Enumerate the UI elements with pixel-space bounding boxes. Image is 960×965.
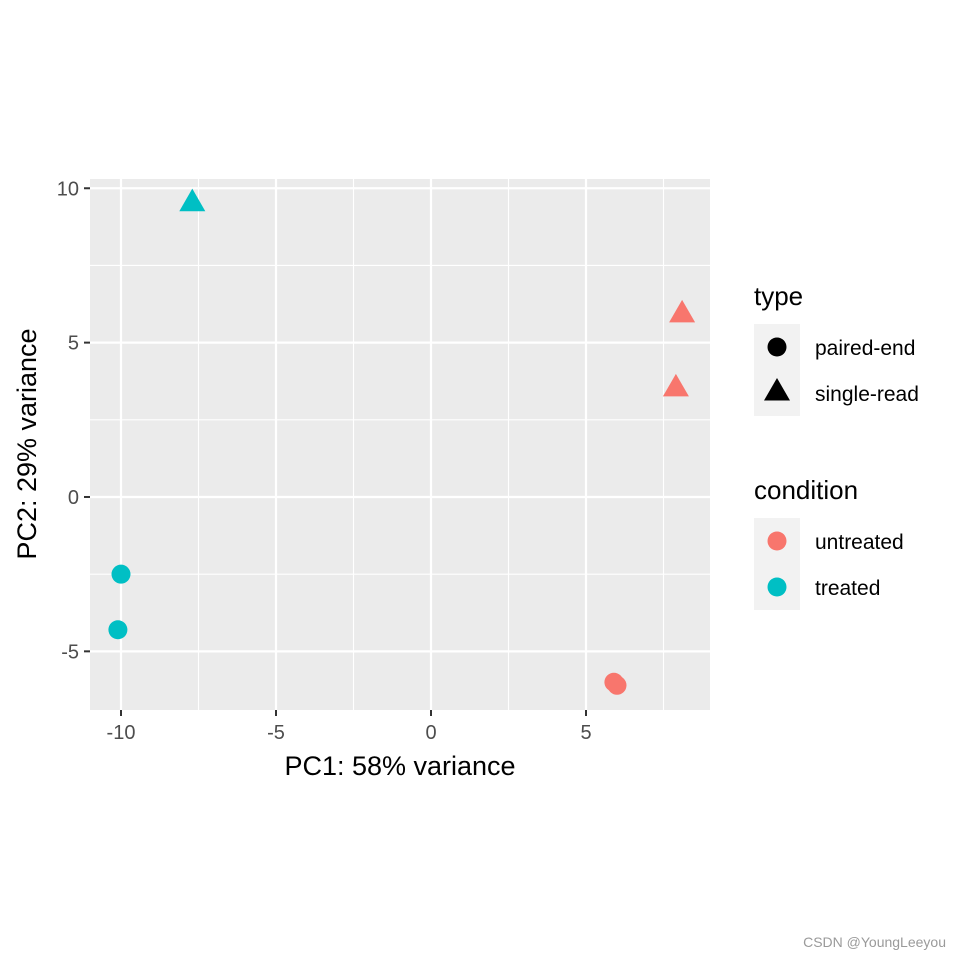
x-axis-title: PC1: 58% variance (284, 751, 515, 781)
legend-key-paired-end (767, 337, 787, 357)
legend-label-single-read: single-read (815, 383, 919, 406)
legend-label-paired-end: paired-end (815, 337, 915, 360)
data-point-treated-paired-end (111, 564, 131, 584)
data-point-untreated-single-read (662, 373, 689, 397)
legend-key-single-read (764, 377, 790, 401)
y-tick-label: -5 (61, 641, 79, 663)
data-point-treated-single-read (179, 188, 206, 212)
legend-label-untreated: untreated (815, 531, 904, 554)
data-point-untreated-paired-end (607, 675, 627, 695)
plot-panel (90, 179, 710, 710)
legend-title-type: type (754, 281, 803, 311)
y-axis-title: PC2: 29% variance (12, 328, 42, 559)
legend-key-untreated (767, 531, 787, 551)
data-points (108, 188, 696, 695)
legend-key-treated (767, 577, 787, 597)
legend-title-condition: condition (754, 475, 858, 505)
legend: type paired-end single-read condition untrea… (754, 281, 919, 610)
x-tick-label: 0 (425, 722, 436, 744)
y-tick-label: 10 (57, 178, 79, 200)
x-tick-label: -10 (107, 722, 136, 744)
data-point-untreated-single-read (669, 299, 696, 323)
grid-lines (90, 179, 710, 710)
y-tick-label: 5 (68, 333, 79, 355)
x-tick-label: -5 (267, 722, 285, 744)
data-point-treated-paired-end (108, 620, 128, 640)
x-tick-label: 5 (580, 722, 591, 744)
watermark: CSDN @YoungLeeyou (803, 934, 946, 950)
legend-label-treated: treated (815, 577, 880, 600)
y-tick-label: 0 (68, 487, 79, 509)
axes: -10 -5 0 5 -5 0 5 10 (57, 178, 592, 744)
